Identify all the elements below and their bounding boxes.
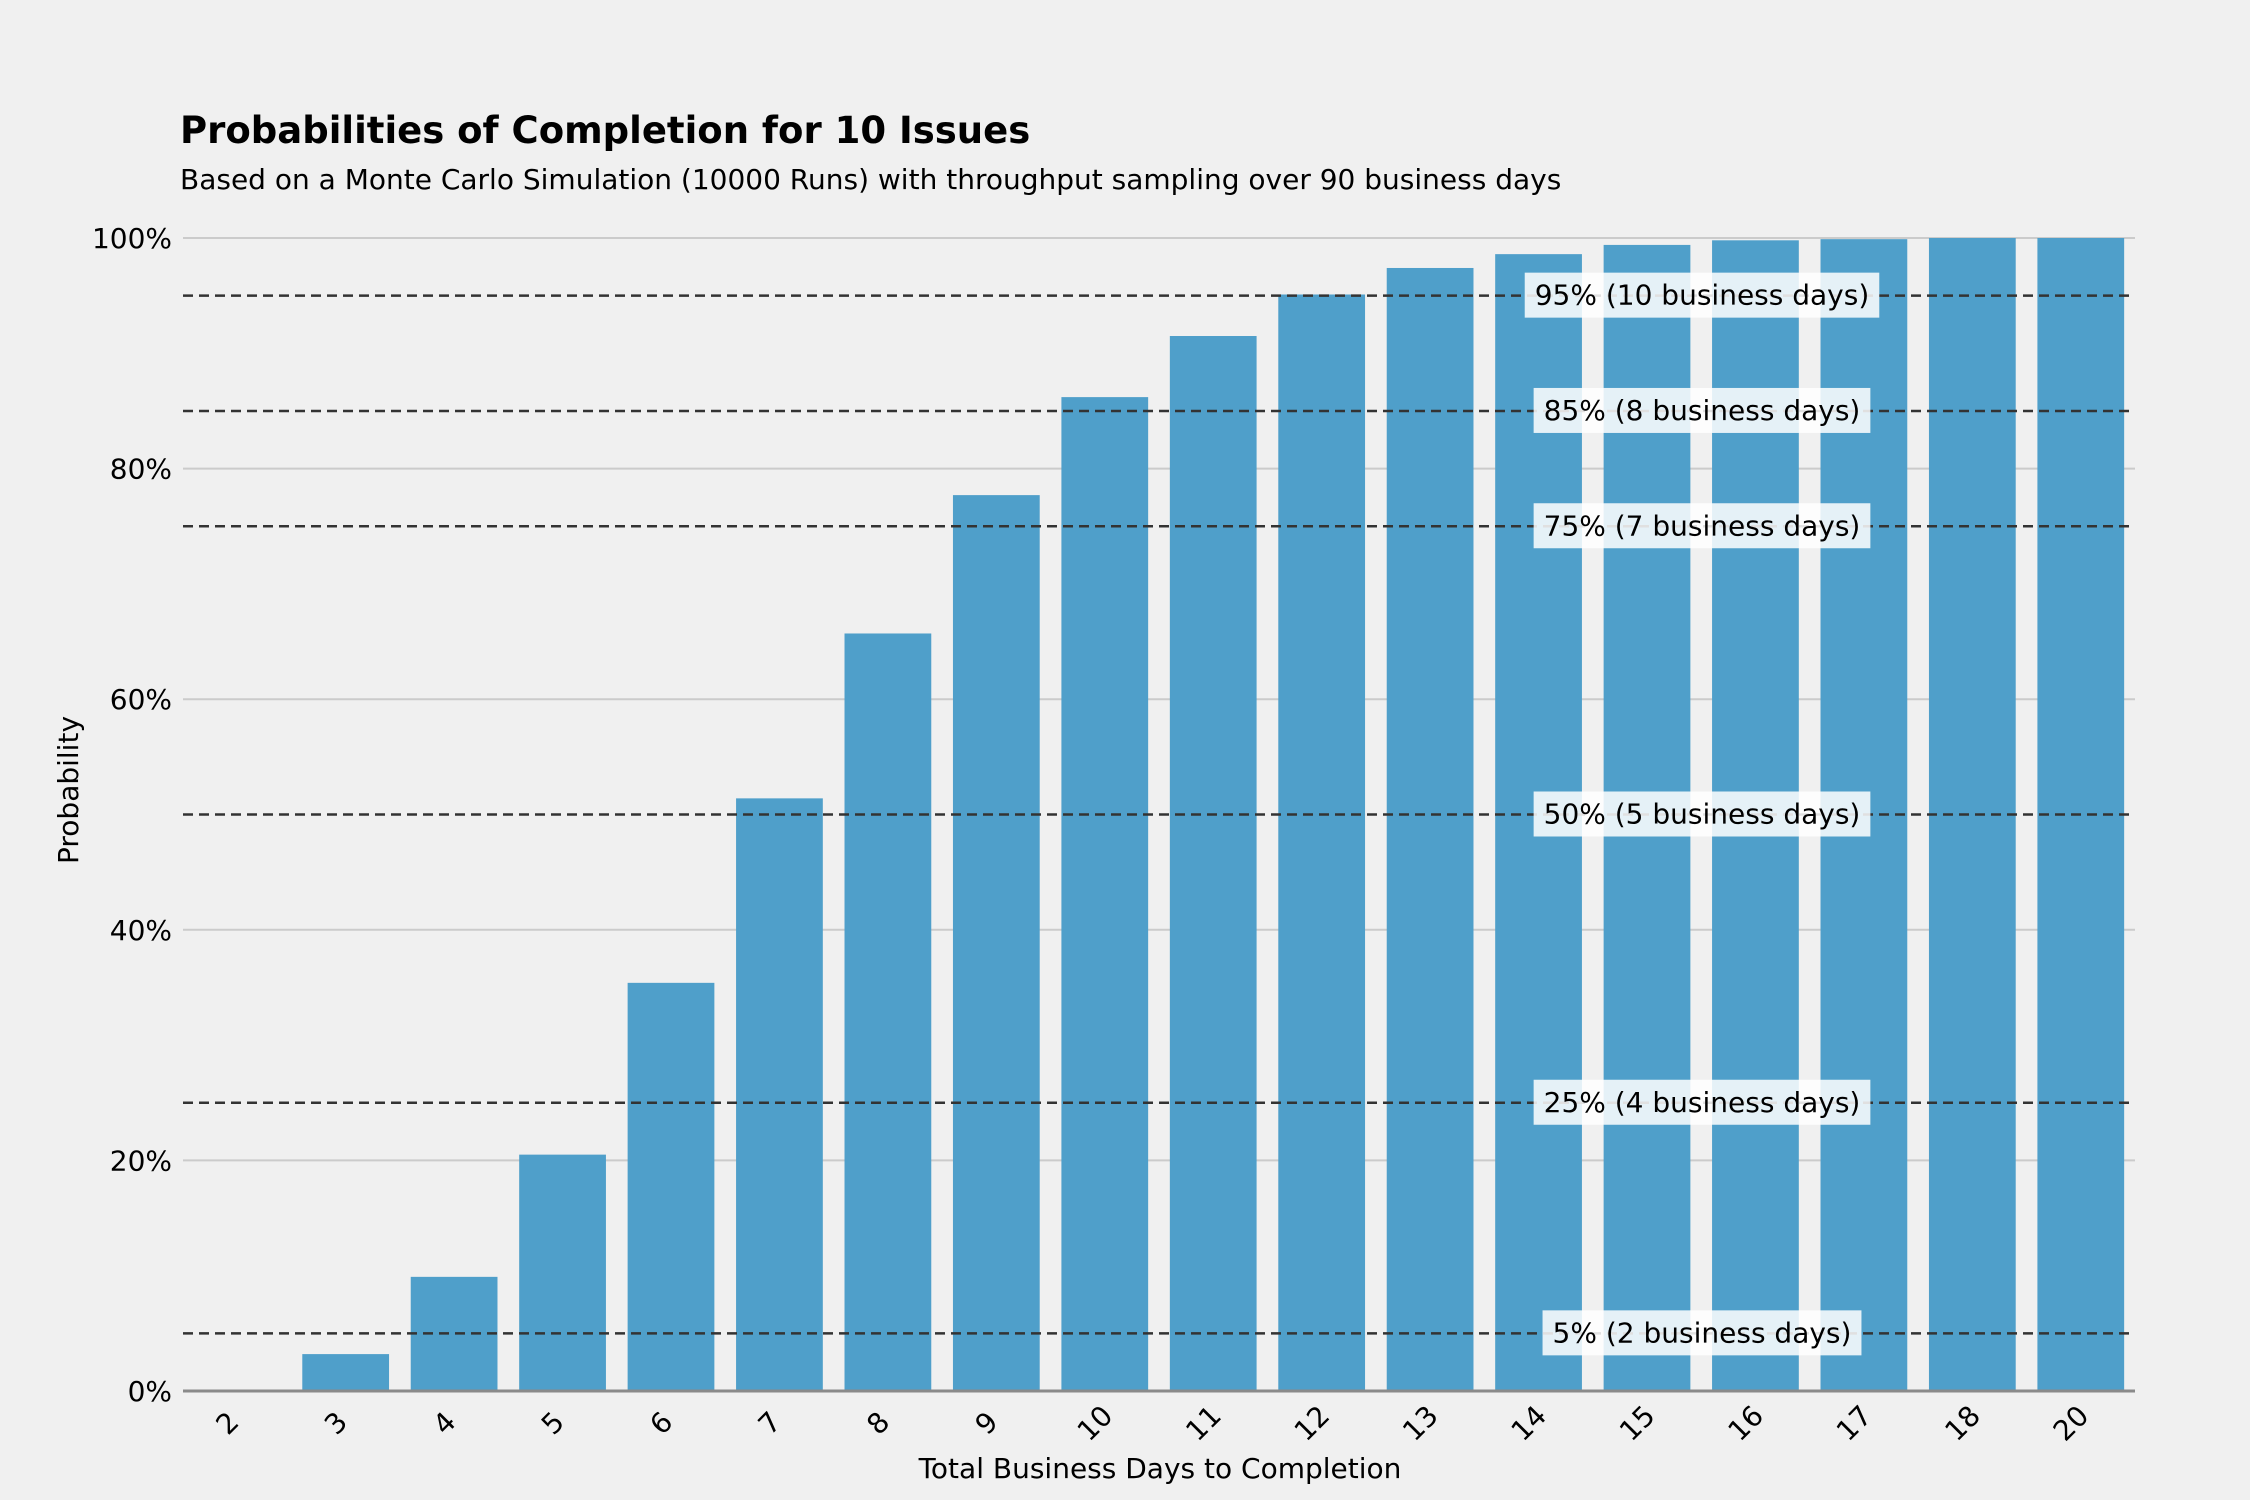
- reference-label-box: [1524, 272, 1880, 318]
- bar: [736, 798, 823, 1391]
- y-tick-label: 20%: [110, 1144, 172, 1177]
- reference-label: 50% (5 business days): [1544, 798, 1861, 831]
- reference-label: 25% (4 business days): [1544, 1086, 1861, 1119]
- y-axis: 0% 20% 40% 60% 80% 100%: [92, 222, 172, 1408]
- x-tick-label: 17: [1830, 1399, 1879, 1448]
- x-tick-label: 9: [969, 1405, 1005, 1441]
- bar: [627, 982, 715, 1391]
- x-axis-label: Total Business Days to Completion: [918, 1452, 1402, 1485]
- x-tick-label: 5: [535, 1405, 571, 1441]
- x-tick-label: 2: [210, 1405, 246, 1441]
- bar: [1278, 294, 1366, 1391]
- reference-label-box: [1533, 1079, 1871, 1125]
- x-tick-label: 11: [1179, 1399, 1228, 1448]
- bar: [1386, 267, 1474, 1391]
- chart-subtitle: Based on a Monte Carlo Simulation (10000…: [180, 163, 1561, 196]
- bar: [844, 633, 932, 1391]
- reference-lines: 95% (10 business days) 85% (8 business da…: [183, 272, 2135, 1356]
- bar: [1169, 336, 1257, 1391]
- y-tick-label: 80%: [110, 453, 172, 486]
- x-tick-label: 12: [1288, 1399, 1337, 1448]
- x-tick-label: 15: [1613, 1399, 1662, 1448]
- reference-label: 75% (7 business days): [1544, 509, 1861, 542]
- bar: [1928, 238, 2016, 1391]
- chart-title: Probabilities of Completion for 10 Issue…: [180, 109, 1030, 152]
- bar: [519, 1154, 606, 1391]
- reference-label-box: [1533, 503, 1871, 549]
- bar: [302, 1354, 390, 1391]
- x-axis: 2 3 4 5 6 7 8 9 10 11 12 13 14 15 16 17 18 20: [210, 1399, 2096, 1448]
- x-tick-label: 20: [2047, 1399, 2096, 1448]
- y-axis-label: Probability: [52, 716, 85, 864]
- reference-label: 95% (10 business days): [1535, 279, 1870, 312]
- x-tick-label: 13: [1396, 1399, 1445, 1448]
- y-tick-label: 60%: [110, 683, 172, 716]
- x-tick-label: 16: [1721, 1399, 1770, 1448]
- x-tick-label: 18: [1938, 1399, 1987, 1448]
- y-tick-label: 40%: [110, 914, 172, 947]
- x-tick-label: 8: [860, 1405, 896, 1441]
- reference-label: 85% (8 business days): [1544, 394, 1861, 427]
- reference-label-box: [1533, 791, 1871, 837]
- x-tick-label: 7: [752, 1405, 788, 1441]
- x-tick-label: 3: [318, 1405, 354, 1441]
- y-tick-label: 100%: [92, 222, 172, 255]
- x-tick-label: 10: [1071, 1399, 1120, 1448]
- reference-label: 5% (2 business days): [1553, 1316, 1852, 1349]
- bar: [952, 495, 1040, 1391]
- x-tick-label: 6: [643, 1405, 679, 1441]
- bar: [1061, 397, 1149, 1391]
- x-tick-label: 14: [1505, 1399, 1554, 1448]
- x-tick-label: 4: [426, 1405, 462, 1441]
- reference-label-box: [1542, 1310, 1862, 1356]
- reference-label-box: [1533, 387, 1871, 433]
- y-tick-label: 0%: [128, 1375, 172, 1408]
